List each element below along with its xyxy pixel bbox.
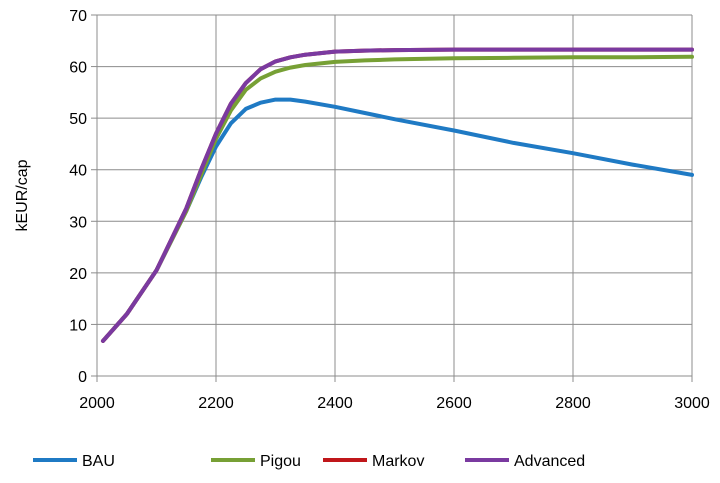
legend-label: Advanced bbox=[514, 453, 585, 470]
x-tick-label: 2600 bbox=[436, 395, 472, 412]
axes bbox=[91, 14, 693, 382]
legend-item-advanced[interactable]: Advanced bbox=[465, 453, 585, 470]
y-tick-label: 20 bbox=[69, 266, 87, 283]
y-tick-label: 0 bbox=[78, 369, 87, 386]
legend-label: Markov bbox=[372, 453, 424, 470]
y-tick-label: 10 bbox=[69, 317, 87, 334]
grid bbox=[97, 14, 693, 376]
y-tick-label: 30 bbox=[69, 214, 87, 231]
legend-item-pigou[interactable]: Pigou bbox=[211, 453, 301, 470]
tick-labels: 0 10 20 30 40 50 60 70 2000 2200 2400 2600 2800 3000 bbox=[69, 8, 710, 412]
series-line-advanced bbox=[101, 47, 694, 343]
y-axis-label: kEUR/cap bbox=[14, 159, 31, 231]
legend-label: BAU bbox=[82, 453, 115, 470]
x-tick-label: 2200 bbox=[198, 395, 234, 412]
x-tick-label: 2000 bbox=[79, 395, 115, 412]
series-lines bbox=[101, 47, 694, 343]
x-tick-label: 2400 bbox=[317, 395, 353, 412]
legend-item-bau[interactable]: BAU bbox=[33, 453, 115, 470]
series-line-bau bbox=[101, 97, 694, 343]
legend-label: Pigou bbox=[260, 453, 301, 470]
y-tick-label: 70 bbox=[69, 8, 87, 25]
y-tick-label: 60 bbox=[69, 60, 87, 77]
y-tick-label: 40 bbox=[69, 163, 87, 180]
x-tick-label: 2800 bbox=[555, 395, 591, 412]
y-tick-label: 50 bbox=[69, 111, 87, 128]
legend-item-markov[interactable]: Markov bbox=[323, 453, 424, 470]
legend[interactable]: BAU Pigou Markov Advanced bbox=[33, 453, 585, 470]
x-tick-label: 3000 bbox=[674, 395, 710, 412]
